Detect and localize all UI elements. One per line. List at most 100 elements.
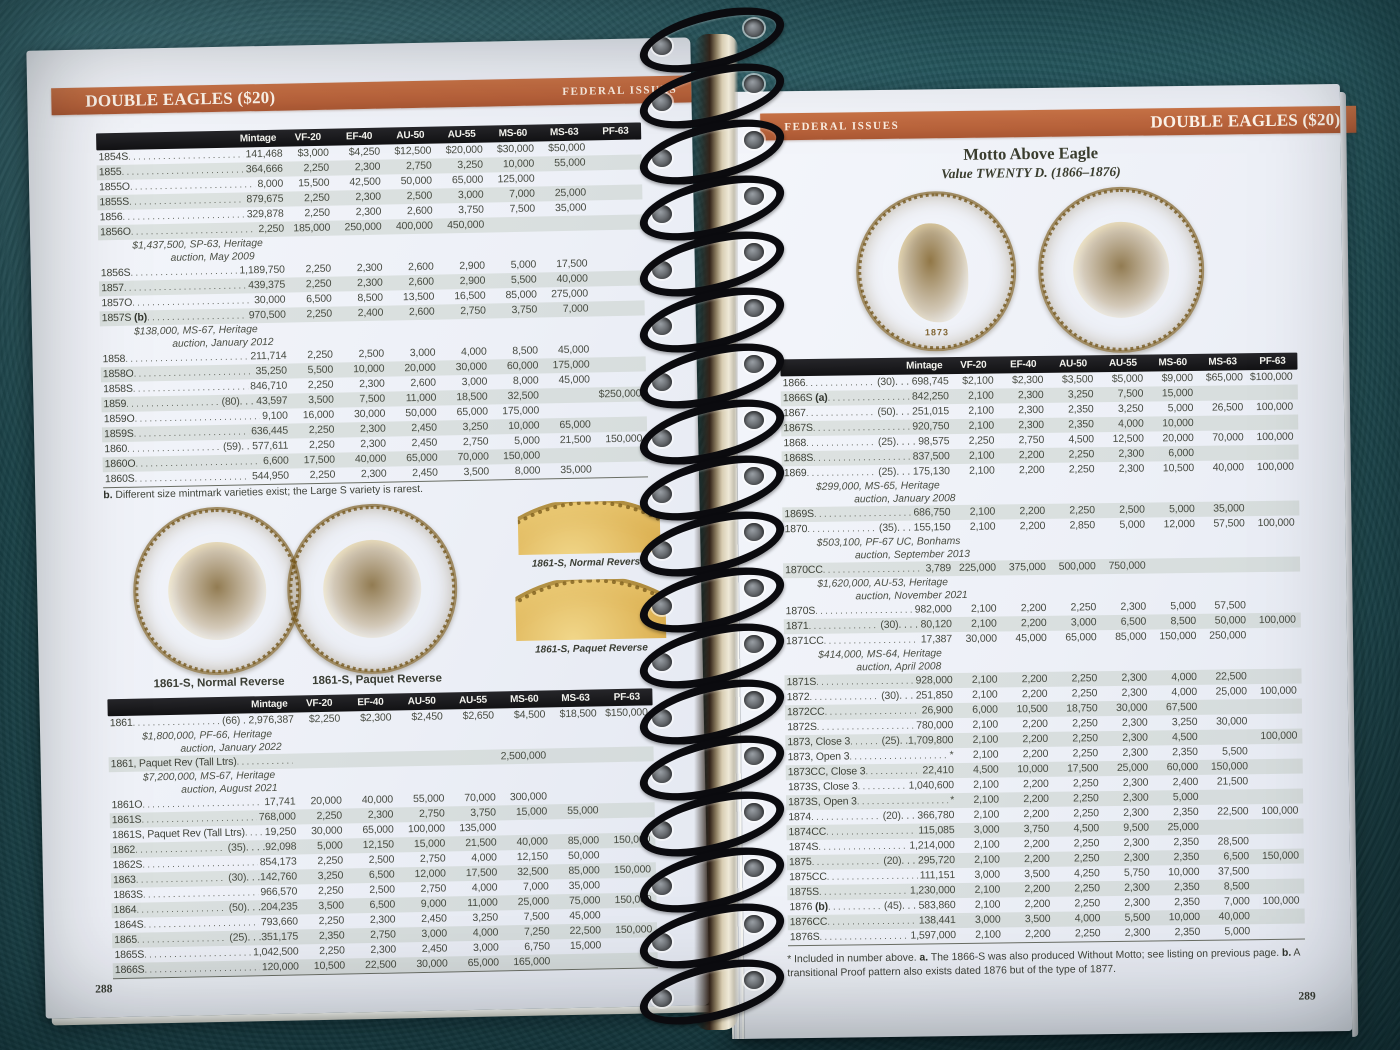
price-value: 3,250 [457,158,483,172]
coin-obverse-image: 1873 [855,190,1017,352]
issue-label-cell: 1876S 1,597,000 [788,928,956,945]
price-value: 2,200 [1018,463,1045,477]
price-value: 7,500 [1117,387,1144,400]
book-gutter-shadow [694,34,738,1030]
mintage-value: 1,042,500 [252,945,299,959]
price-value: 6,000 [1168,446,1194,460]
price-value: 45,000 [557,343,590,357]
mintage-value: 837,500 [912,450,950,463]
price-value: 2,300 [1018,418,1044,432]
price-value: 15,000 [515,805,548,819]
footnote-text: The 1866-S was also produced Without Mot… [928,947,1283,964]
price-value: 17,500 [556,257,588,271]
price-value: 2,300 [1118,447,1145,460]
price-value: 30,000 [311,824,343,838]
price-value: 20,000 [1162,431,1194,445]
price-value: 175,000 [552,358,590,372]
punch-hole-right [744,299,764,317]
mintage-value: 141,468 [245,147,283,161]
price-value: 6,500 [1120,615,1147,628]
dot-leader [805,375,875,391]
price-value: 150,000 [1210,760,1248,773]
price-value: $2,250 [308,712,341,726]
price-value [1198,385,1248,401]
issue-label: 1862S [112,858,143,872]
mintage-value: 6,600 [262,454,289,468]
price-value: 16,500 [454,289,486,303]
price-value: 2,100 [974,853,1000,866]
price-value: 2,300 [1120,600,1147,613]
price-value [1249,501,1299,517]
price-value: 65,000 [406,451,438,465]
dot-leader [827,914,917,930]
mintage-value: 2,250 [258,222,285,236]
dot-leader [806,435,876,451]
price-value: 3,250 [472,911,499,924]
mintage-value: 970,500 [248,308,286,322]
issue-label: 1856O [99,225,131,239]
price-value: $30,000 [496,142,534,156]
price-value [592,255,644,271]
price-value [545,447,597,463]
price-table-1854-1860: Mintage VF-20 EF-40 AU-50 AU-55 MS-60 MS-63 PF-… [96,122,649,489]
mintage-value: (80). . . 43,597 [221,394,288,408]
price-value [1254,819,1304,835]
price-value: 4,000 [1171,685,1198,699]
price-value: 5,000 [514,434,540,448]
issue-label: 1868S [783,451,814,465]
punch-hole-left [652,597,672,615]
punch-hole-right [744,19,764,37]
issue-label: 1867S [783,421,813,435]
issue-label: 1865 [114,933,138,947]
price-value: 2,200 [1020,601,1047,615]
dot-leader [809,689,879,705]
punch-hole-left [652,541,672,559]
price-value: 2,250 [319,944,345,958]
dot-leader [811,809,881,825]
mintage-value: (30). . . 698,745 [876,375,949,389]
mintage-value: 636,445 [251,424,289,438]
price-value: 2,100 [969,505,996,518]
price-value: 4,000 [1171,670,1197,684]
price-value: 375,000 [1008,560,1046,574]
price-value [539,170,591,186]
price-value: 2,200 [1019,519,1046,533]
price-value: 2,250 [1074,927,1101,940]
issue-label: 1856S [100,266,131,280]
price-value: 40,000 [361,793,394,807]
price-value: 2,300 [367,808,394,822]
issue-label: 1864S [113,918,144,932]
punch-hole-right [744,243,764,261]
coin-date-label: 1873 [924,326,950,338]
price-value: 5,500 [510,273,537,287]
price-value: 4,000 [1074,912,1101,925]
price-value: 2,750 [418,807,445,821]
mintage-value: 854,173 [259,855,297,869]
price-value [596,461,648,477]
mintage-value: 1,597,000 [910,929,956,942]
price-value: 2,300 [1017,388,1044,402]
price-value: 22,500 [1217,805,1249,818]
issue-label: 1859 [103,397,127,411]
price-value: 2,300 [1122,776,1149,789]
price-value: 50,000 [567,849,600,863]
price-value: 35,000 [568,879,601,893]
column-header: MS-63 [549,126,579,139]
issue-label: 1873, Open 3 [787,750,850,764]
price-value: 25,000 [1215,685,1247,698]
price-value: $12,500 [394,144,432,158]
mintage-value: 8,000 [257,177,284,191]
price-value: 5,000 [1172,790,1199,804]
punch-hole-left [652,989,672,1007]
left-page: DOUBLE EAGLES ($20) FEDERAL ISSUES Minta… [26,37,710,1019]
mintage-value: 138,441 [918,914,956,927]
price-value: 300,000 [509,790,547,804]
mintage-value: 966,570 [260,885,298,899]
price-value: 135,000 [459,821,497,835]
column-header: AU-55 [458,694,488,707]
price-value: 40,000 [556,272,588,286]
price-value: 21,500 [1216,775,1249,788]
price-value: 2,300 [356,261,383,275]
price-value: 3,250 [1067,388,1094,401]
issue-label: 1857 [101,281,125,295]
